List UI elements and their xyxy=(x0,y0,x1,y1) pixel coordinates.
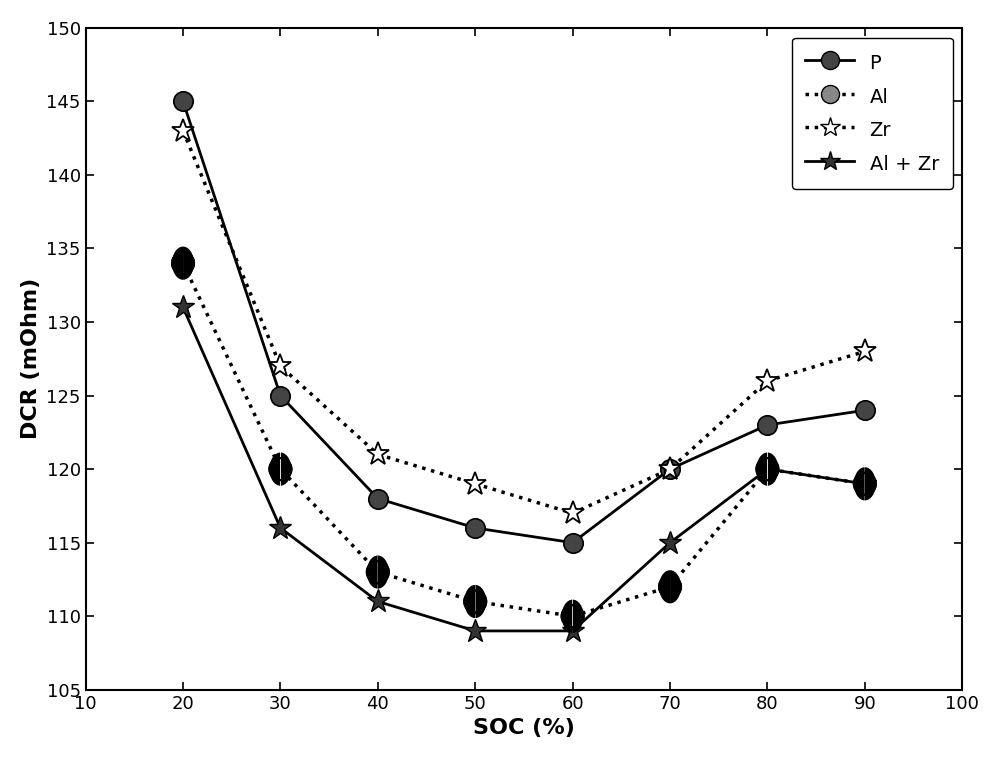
Ellipse shape xyxy=(659,576,681,598)
X-axis label: SOC (%): SOC (%) xyxy=(473,718,575,739)
Wedge shape xyxy=(659,570,681,603)
Wedge shape xyxy=(756,452,778,486)
Ellipse shape xyxy=(854,473,876,495)
Wedge shape xyxy=(367,556,389,589)
Ellipse shape xyxy=(172,252,194,274)
Wedge shape xyxy=(269,452,291,486)
Wedge shape xyxy=(854,468,876,500)
Ellipse shape xyxy=(269,458,291,480)
Y-axis label: DCR (mOhm): DCR (mOhm) xyxy=(21,278,41,439)
Ellipse shape xyxy=(562,605,584,627)
Ellipse shape xyxy=(464,591,486,613)
Legend: P, Al, Zr, Al + Zr: P, Al, Zr, Al + Zr xyxy=(792,37,953,189)
Wedge shape xyxy=(172,247,194,280)
Ellipse shape xyxy=(756,458,778,480)
Wedge shape xyxy=(562,600,584,633)
Ellipse shape xyxy=(367,561,389,583)
Wedge shape xyxy=(464,585,486,618)
